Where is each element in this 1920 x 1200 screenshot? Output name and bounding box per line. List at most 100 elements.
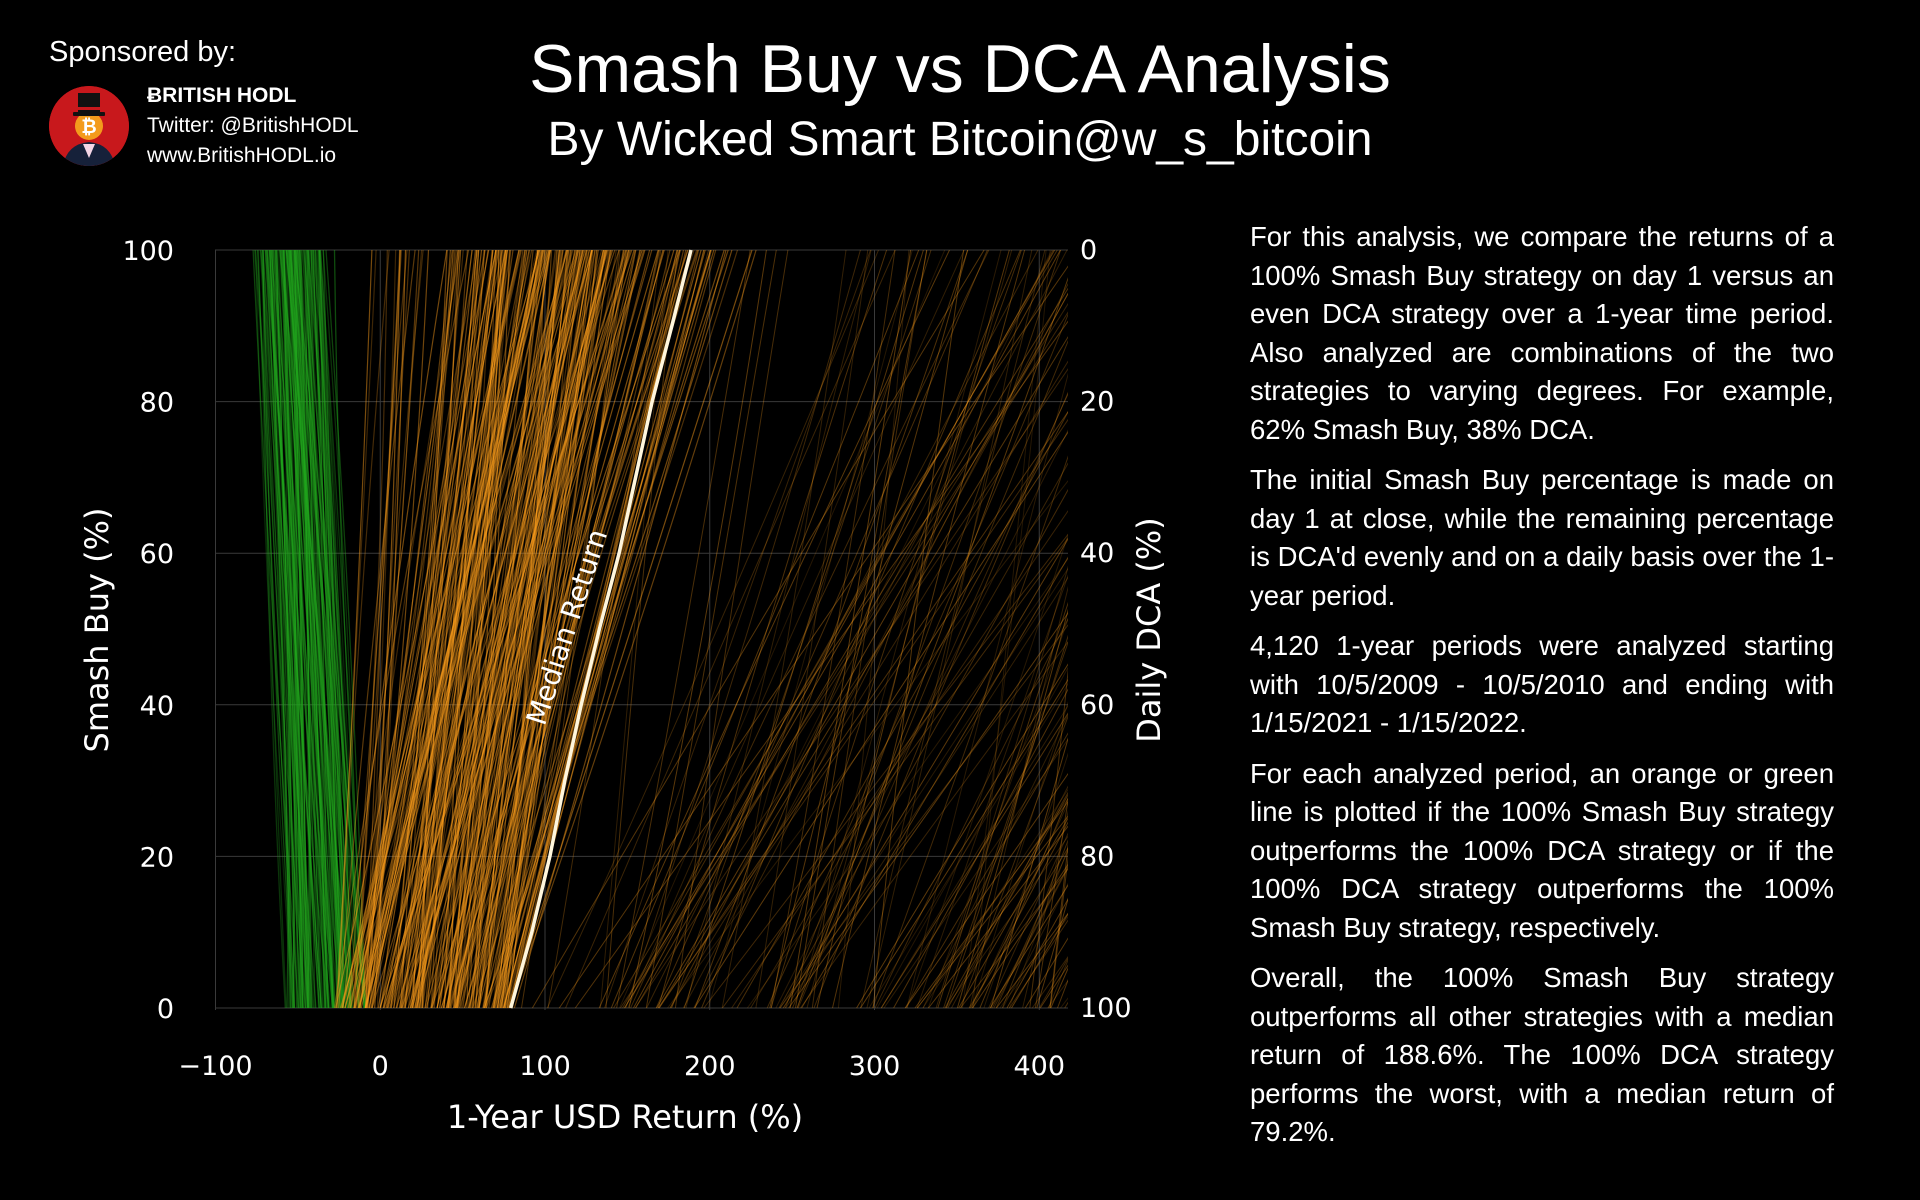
period-line [402, 250, 628, 1009]
period-line [1230, 250, 1240, 1008]
period-line [1166, 250, 1240, 1008]
period-line [359, 250, 486, 1009]
period-line [1173, 250, 1240, 1008]
period-line [313, 250, 360, 1009]
period-line [419, 250, 494, 1009]
period-line [492, 250, 637, 1009]
period-line [385, 250, 593, 1009]
period-line [290, 250, 366, 1009]
y-tick-label: 40 [140, 691, 174, 722]
period-line [412, 250, 570, 1009]
period-line [316, 250, 341, 1009]
period-line [501, 250, 546, 1009]
period-line [860, 678, 1068, 1009]
period-line [484, 250, 548, 1009]
period-line [453, 250, 543, 1009]
period-line [784, 250, 1062, 1009]
period-line [937, 601, 1068, 1009]
period-line [905, 773, 1068, 1009]
period-line [627, 250, 965, 1009]
sponsor-block: Sponsored by: ₿ ɃRITISH HODL Twitter: @B… [49, 36, 359, 167]
period-line [386, 250, 584, 1009]
period-line [779, 624, 1068, 1009]
period-line [874, 617, 1068, 1009]
period-line [355, 250, 507, 1009]
period-line [624, 250, 1061, 1009]
y2-tick-label: 100 [1080, 993, 1132, 1024]
period-line [353, 250, 497, 1009]
period-line [1198, 250, 1240, 1008]
period-line [311, 250, 334, 1009]
period-line [1204, 250, 1240, 1008]
period-line [471, 250, 579, 1009]
period-line [1097, 250, 1240, 1008]
period-line [322, 250, 345, 1009]
period-line [495, 250, 596, 1009]
period-line [293, 250, 309, 1009]
y2-tick-label: 40 [1080, 538, 1114, 569]
period-line [412, 250, 464, 1009]
period-line [262, 250, 286, 1009]
period-line [1162, 250, 1240, 1008]
period-line [430, 250, 485, 1009]
period-line [309, 250, 329, 1009]
period-line [314, 250, 344, 1009]
period-line [303, 250, 352, 1009]
period-line [282, 250, 324, 1009]
period-line [655, 250, 988, 1009]
period-line [274, 250, 304, 1009]
period-line [475, 250, 510, 1009]
period-line [274, 250, 296, 1009]
period-line [266, 250, 299, 1009]
period-line [630, 250, 990, 1009]
period-line [796, 277, 1068, 1009]
period-line [348, 250, 402, 1009]
period-line [1189, 250, 1241, 1008]
period-line [459, 250, 681, 1009]
period-line [431, 250, 681, 1009]
period-line [297, 250, 341, 1009]
period-line [271, 250, 317, 1009]
period-line [299, 250, 310, 1009]
period-line [531, 250, 985, 1009]
period-line [442, 250, 576, 1009]
period-line [750, 462, 1068, 1009]
period-line [610, 250, 920, 1009]
period-line [420, 250, 508, 1009]
period-line [342, 250, 448, 1009]
period-line [634, 368, 1068, 1009]
period-line [497, 250, 641, 1009]
period-line [307, 250, 343, 1009]
period-line [421, 250, 448, 1009]
period-line [795, 250, 928, 1009]
period-line [459, 250, 561, 1009]
period-line [430, 250, 552, 1009]
period-line [792, 340, 1068, 1009]
period-line [436, 250, 629, 1009]
period-line [488, 250, 606, 1009]
period-line [358, 250, 579, 1009]
period-line [797, 393, 1068, 1009]
period-line [407, 250, 478, 1009]
period-line [335, 250, 490, 1009]
period-line [341, 250, 544, 1009]
period-line [811, 250, 928, 1009]
period-line [340, 250, 547, 1009]
period-line [492, 250, 594, 1009]
period-line [430, 250, 607, 1009]
period-line [922, 788, 1068, 1009]
period-line [645, 250, 777, 1009]
period-line [253, 250, 292, 1009]
period-line [260, 250, 309, 1009]
period-line [333, 250, 367, 1009]
period-line [416, 250, 459, 1009]
period-line [1165, 250, 1240, 1008]
period-line [382, 250, 543, 1009]
period-line [707, 250, 913, 1009]
period-line [293, 250, 303, 1009]
period-line [340, 250, 546, 1009]
period-line [417, 250, 462, 1009]
period-line [658, 336, 1068, 1009]
period-line [447, 250, 506, 1009]
period-line [338, 250, 416, 1009]
